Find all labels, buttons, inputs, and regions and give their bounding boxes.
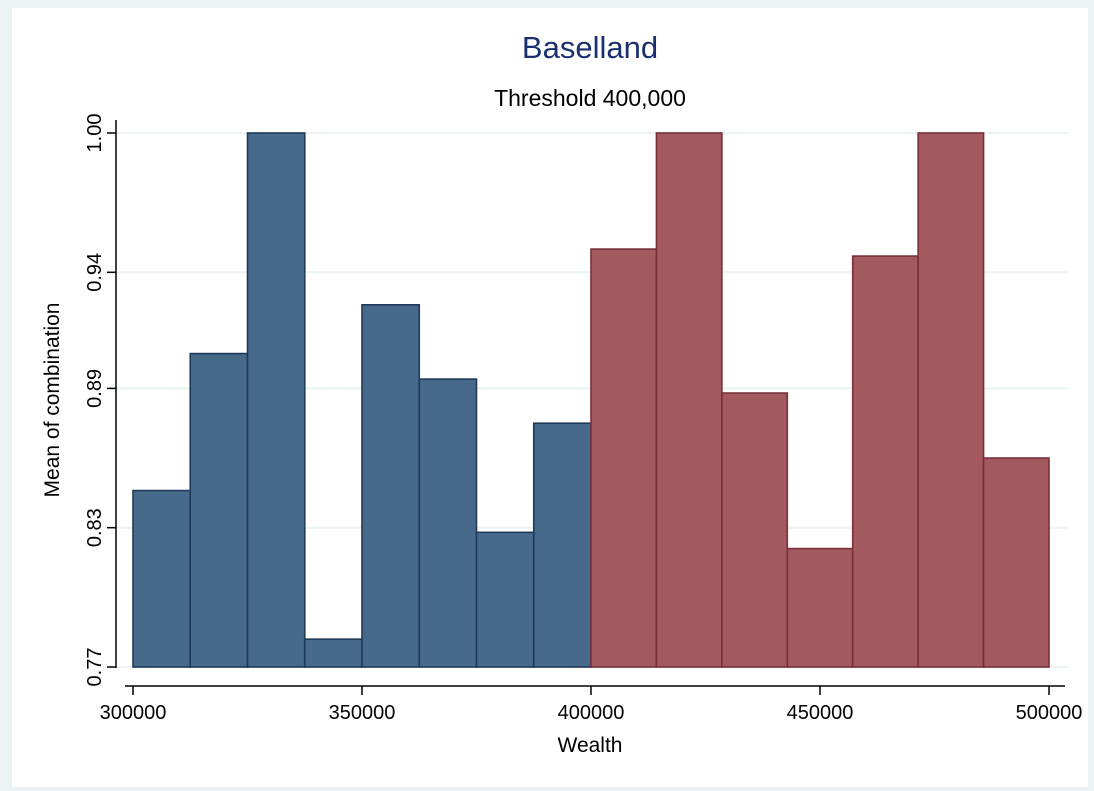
histogram-bar xyxy=(189,352,249,668)
histogram-bar xyxy=(303,638,363,668)
histogram-bar xyxy=(246,132,306,668)
histogram-bar xyxy=(475,531,535,668)
x-axis-label: Wealth xyxy=(558,734,623,757)
histogram-bar xyxy=(590,248,658,668)
histogram-bar xyxy=(132,489,192,668)
x-tick-label: 450000 xyxy=(787,702,854,724)
y-tick-label: 0.89 xyxy=(84,369,106,408)
x-tick-label: 500000 xyxy=(1016,702,1083,724)
y-tick-label: 0.83 xyxy=(84,508,106,547)
y-tick-label: 0.94 xyxy=(84,253,106,292)
histogram-bar xyxy=(721,392,789,668)
x-tick-label: 350000 xyxy=(329,702,396,724)
histogram-bar xyxy=(361,304,421,668)
y-tick-label: 1.00 xyxy=(84,114,106,153)
histogram-bar xyxy=(418,378,478,668)
histogram-bar xyxy=(917,132,985,668)
y-axis-label: Mean of combination xyxy=(41,303,64,498)
axes: 0.77 0.83 0.89 0.94 1.00 300000 350000 400000 45… xyxy=(84,114,1082,724)
chart-title: Baselland xyxy=(522,30,658,65)
histogram-bar xyxy=(851,255,919,668)
chart-subtitle: Threshold 400,000 xyxy=(494,85,686,111)
histogram-bar xyxy=(532,422,592,668)
histogram-bar xyxy=(655,132,723,668)
y-tick-label: 0.77 xyxy=(84,648,106,687)
bars xyxy=(132,132,1050,668)
x-tick-label: 300000 xyxy=(100,702,167,724)
x-tick-label: 400000 xyxy=(558,702,625,724)
histogram-bar xyxy=(786,547,854,668)
histogram-bar xyxy=(982,457,1050,668)
